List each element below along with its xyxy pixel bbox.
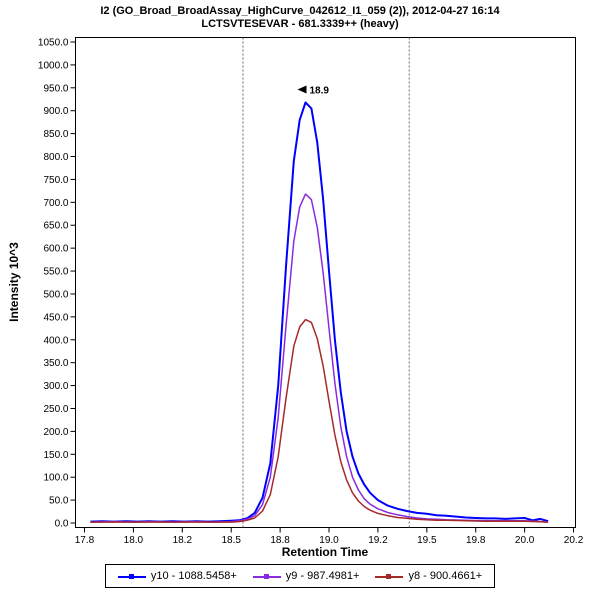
y-tick-label: 250.0 (43, 404, 68, 415)
legend-item: y9 - 987.4981+ (252, 570, 360, 582)
legend-item: y10 - 1088.5458+ (117, 570, 237, 582)
y-tick-label: 700.0 (43, 198, 68, 209)
legend-line-swatch-icon (252, 572, 281, 581)
y-tick-label: 350.0 (43, 358, 68, 369)
y-tick-label: 400.0 (43, 335, 68, 346)
y-tick-label: 150.0 (43, 450, 68, 461)
rt-annotation-label: 18.9 (310, 86, 330, 97)
legend-line-swatch-icon (117, 572, 146, 581)
y-tick-label: 1050.0 (38, 38, 69, 49)
x-tick-label: 20.0 (515, 535, 535, 546)
x-tick-label: 17.8 (75, 535, 95, 546)
legend-item: y8 - 900.4661+ (375, 570, 482, 582)
x-tick-label: 18.0 (124, 535, 144, 546)
chart-title-line2: LCTSVTESEVAR - 681.3339++ (heavy) (201, 18, 399, 30)
y-tick-label: 750.0 (43, 175, 68, 186)
chromatogram-plot: I2 (GO_Broad_BroadAssay_HighCurve_042612… (7, 5, 584, 559)
legend-label: y9 - 987.4981+ (285, 570, 360, 582)
chart-title-line1: I2 (GO_Broad_BroadAssay_HighCurve_042612… (100, 5, 500, 17)
y-tick-label: 950.0 (43, 83, 68, 94)
y-tick-label: 100.0 (43, 473, 68, 484)
y-axis-title: Intensity 10^3 (7, 242, 21, 322)
x-tick-label: 19.5 (417, 535, 437, 546)
x-tick-label: 18.2 (173, 535, 193, 546)
y-tick-label: 450.0 (43, 312, 68, 323)
plot-generated-content: 0.0 50.0 100.0 150.0 200.0 250.0 300.0 350.0 400… (38, 37, 584, 546)
y-tick-label: 650.0 (43, 221, 68, 232)
legend-label: y10 - 1088.5458+ (150, 570, 237, 582)
x-axis-title: Retention Time (282, 545, 369, 559)
y-tick-label: 200.0 (43, 427, 68, 438)
x-tick-label: 18.8 (270, 535, 290, 546)
y-tick-label: 50.0 (49, 496, 69, 507)
x-tick-label: 20.2 (564, 535, 584, 546)
legend-label: y8 - 900.4661+ (408, 570, 483, 582)
y-tick-label: 600.0 (43, 244, 68, 255)
y-tick-label: 850.0 (43, 129, 68, 140)
y-tick-label: 1000.0 (38, 60, 69, 71)
plot-area[interactable] (75, 37, 576, 528)
y-tick-label: 800.0 (43, 152, 68, 163)
y-tick-label: 500.0 (43, 289, 68, 300)
rt-annotation-flag-icon (297, 85, 307, 94)
series-line-y8 (90, 318, 549, 523)
x-tick-label: 19.0 (319, 535, 339, 546)
legend: y10 - 1088.5458+ y9 - 987.4981+ y8 - 900.4… (104, 564, 496, 588)
y-tick-label: 300.0 (43, 381, 68, 392)
x-tick-label: 19.8 (466, 535, 486, 546)
y-tick-label: 900.0 (43, 106, 68, 117)
x-tick-label: 18.5 (221, 535, 241, 546)
y-tick-label: 550.0 (43, 267, 68, 278)
y-tick-label: 0.0 (55, 519, 69, 530)
legend-row: y10 - 1088.5458+ y9 - 987.4981+ y8 - 900.4… (0, 564, 600, 588)
x-tick-label: 19.2 (368, 535, 388, 546)
legend-line-swatch-icon (375, 572, 404, 581)
